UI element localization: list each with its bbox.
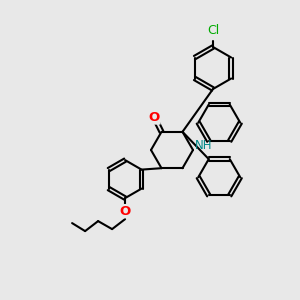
Text: O: O: [119, 205, 131, 218]
Text: O: O: [149, 111, 160, 124]
Text: NH: NH: [195, 139, 212, 152]
Text: Cl: Cl: [207, 24, 219, 37]
